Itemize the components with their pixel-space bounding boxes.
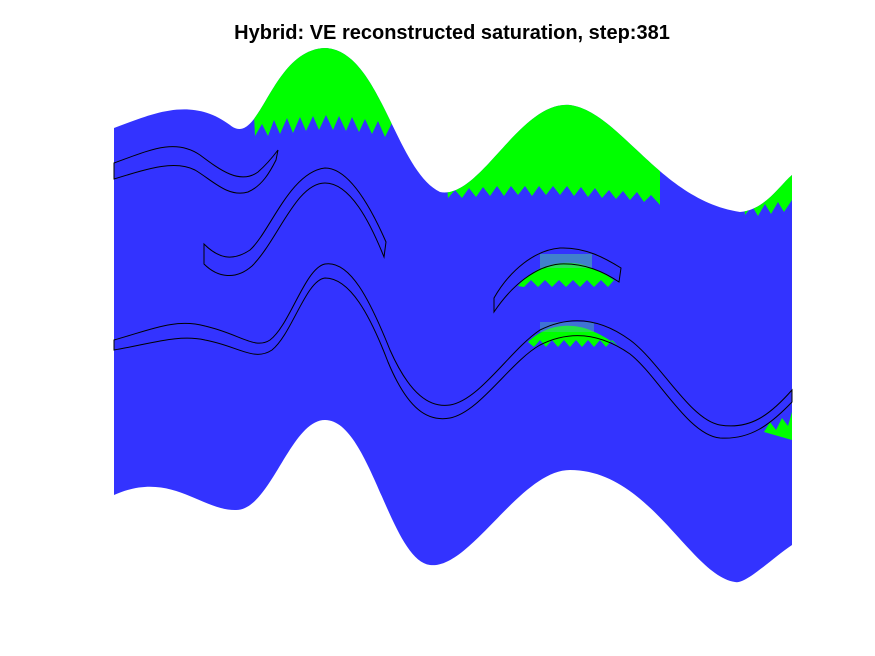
barrier-upper-left (113, 146, 279, 194)
barrier-outlines (113, 146, 793, 439)
barrier-lower-long (113, 263, 793, 439)
co2-plume-middle-crest (440, 90, 660, 205)
barrier-upper-middle (203, 167, 387, 276)
co2-trapped-lower-barrier (528, 325, 618, 347)
reservoir-domain (114, 48, 792, 583)
co2-smear-patch (540, 322, 594, 332)
co2-trapped-small-barrier (518, 262, 620, 287)
co2-right-edge (764, 412, 792, 440)
barrier-small-arc (493, 247, 622, 314)
co2-smear-patch (540, 254, 592, 268)
figure-title: Hybrid: VE reconstructed saturation, ste… (234, 22, 670, 44)
